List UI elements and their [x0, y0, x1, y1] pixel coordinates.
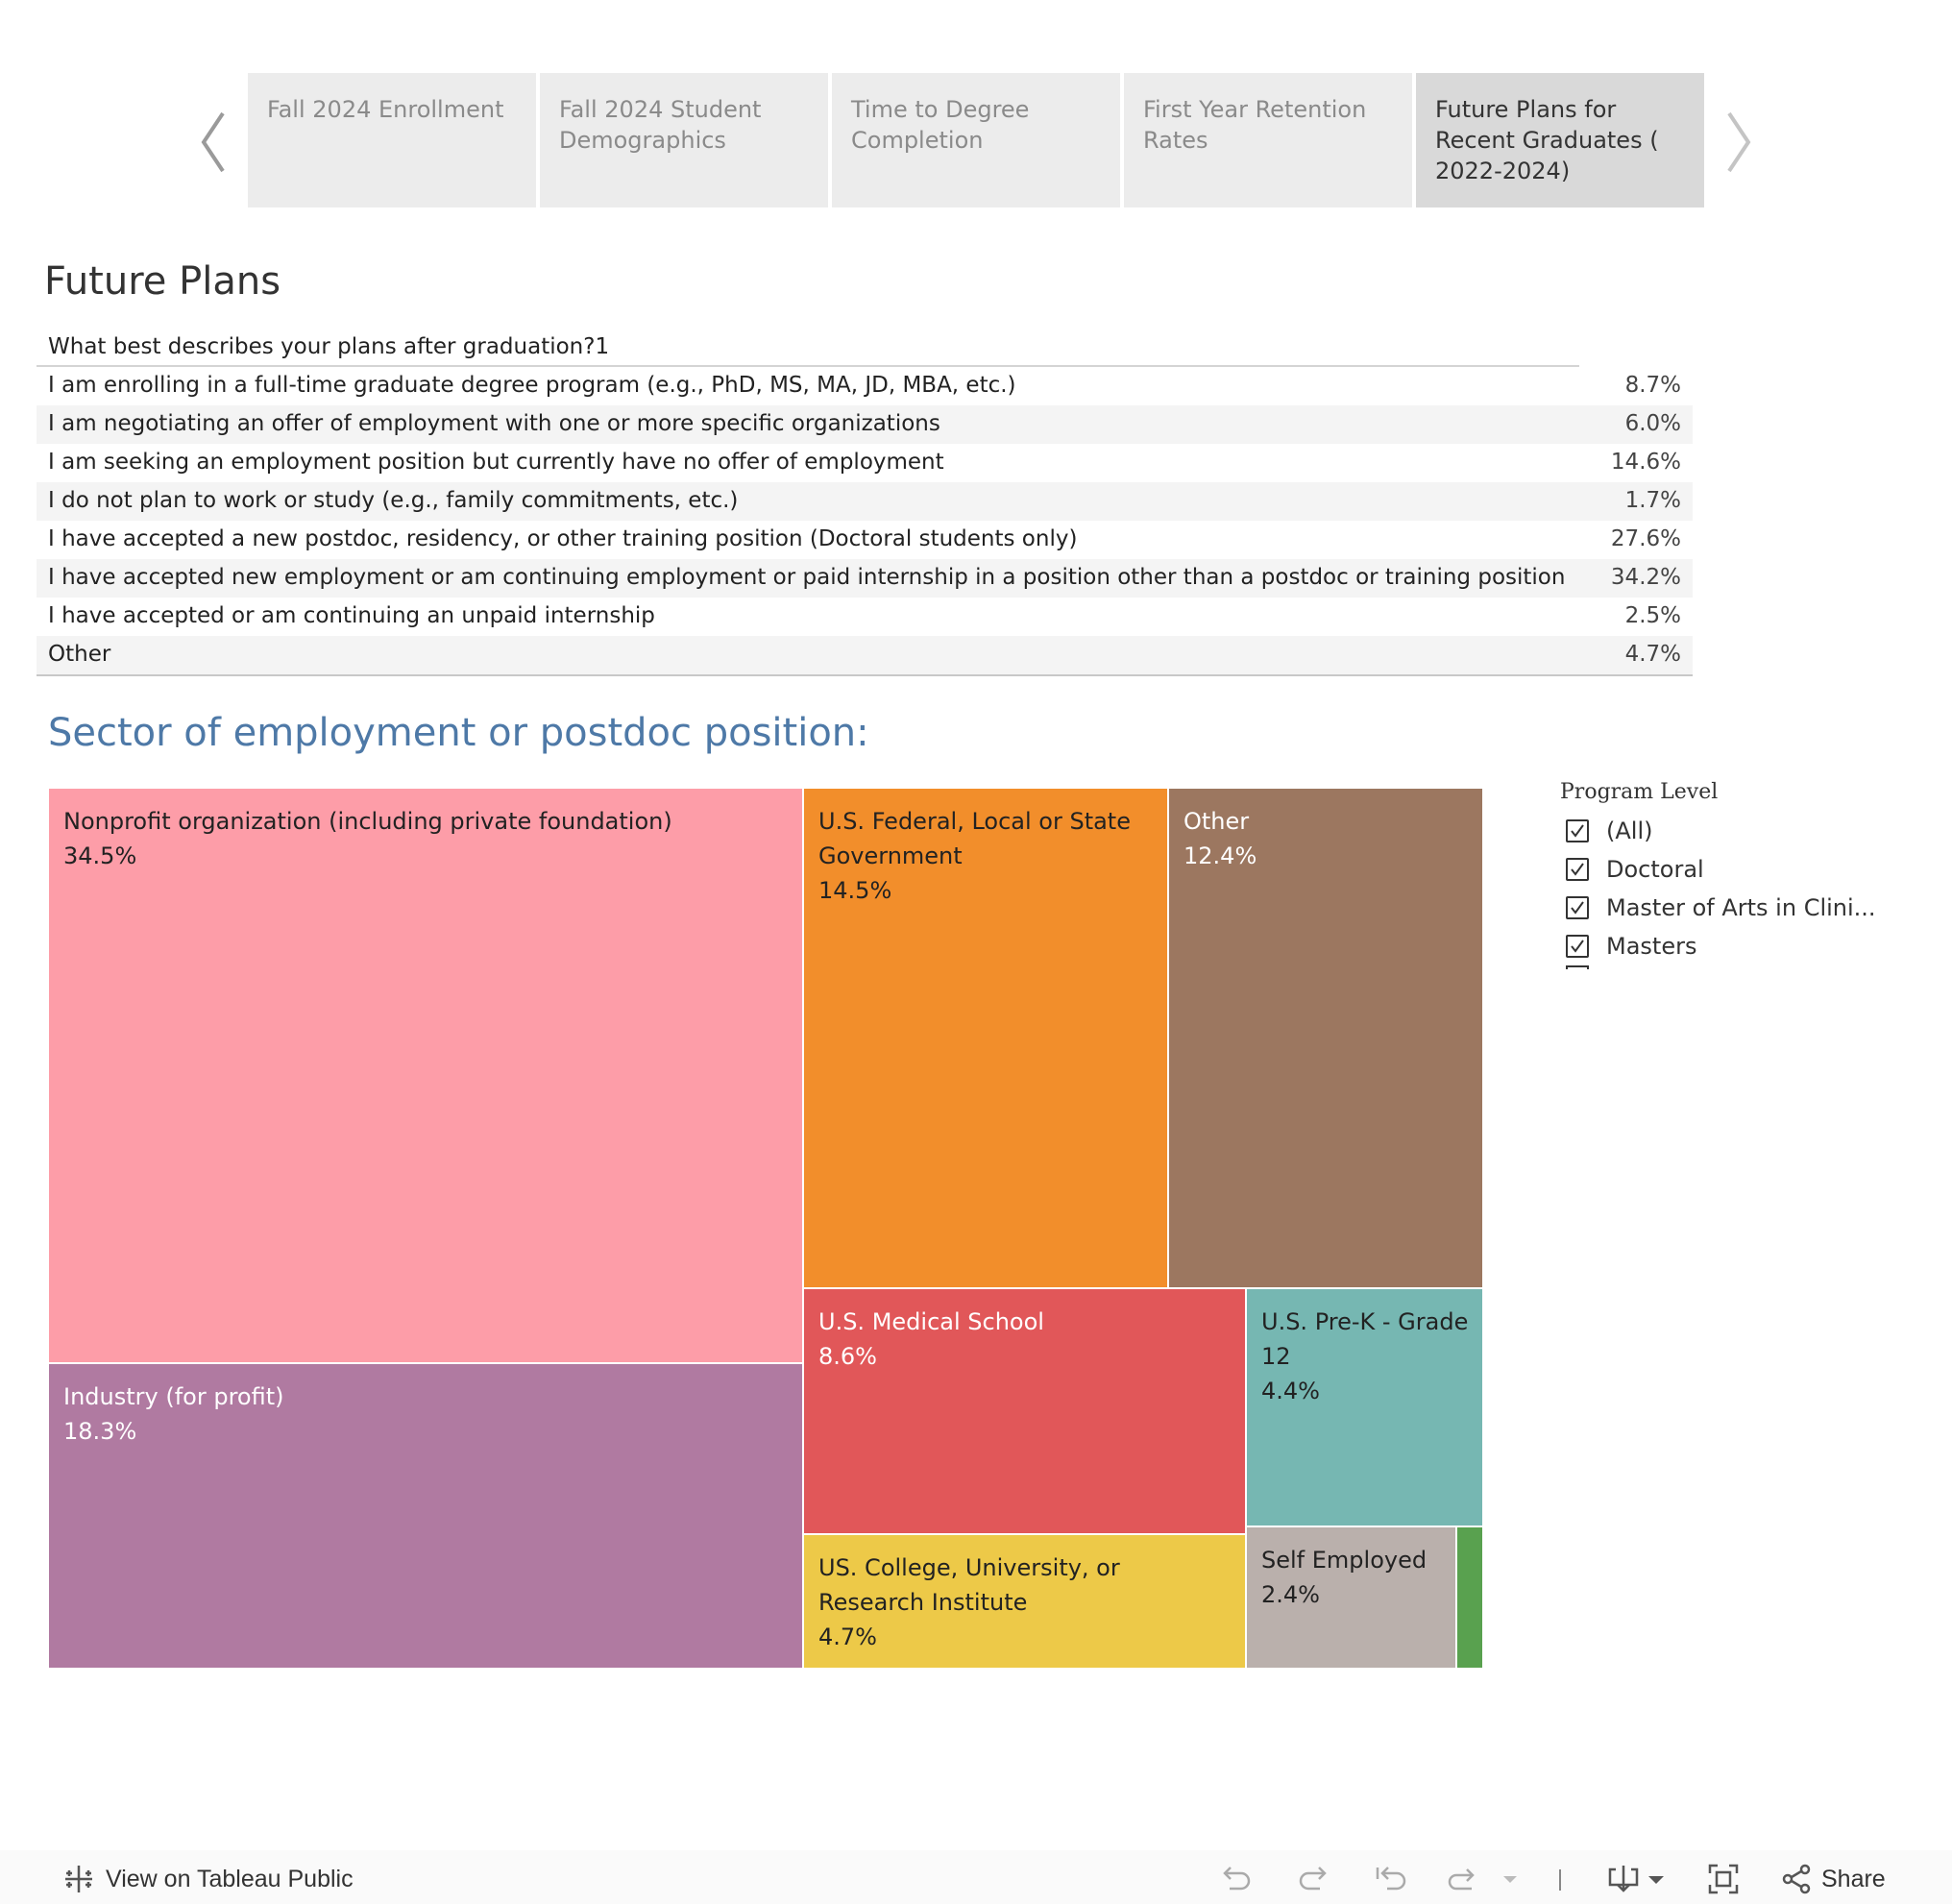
treemap-tile-industry[interactable]: Industry (for profit) 18.3% — [48, 1363, 803, 1669]
filter-option-label: Master of Arts in Clini... — [1606, 894, 1876, 921]
row-value: 1.7% — [1624, 488, 1681, 513]
filter-title: Program Level — [1560, 780, 1719, 804]
next-tab-button[interactable] — [1721, 104, 1756, 181]
filter-option-doctoral[interactable]: Doctoral — [1560, 848, 1877, 887]
filter-option-master-of-arts[interactable]: Master of Arts in Clini... — [1560, 887, 1877, 925]
fullscreen-icon[interactable] — [1706, 1862, 1741, 1894]
checkbox-checked-icon[interactable] — [1566, 819, 1589, 842]
treemap-tile-other[interactable]: Other 12.4% — [1168, 788, 1483, 1288]
sector-chart-title: Sector of employment or postdoc position… — [48, 711, 869, 755]
table-row[interactable]: I am seeking an employment position but … — [37, 444, 1693, 482]
row-label: I am seeking an employment position but … — [48, 450, 944, 475]
view-on-tableau-link[interactable]: View on Tableau Public — [106, 1866, 354, 1892]
download-icon[interactable] — [1606, 1862, 1641, 1892]
filter-scroll-cutoff — [1560, 964, 1877, 969]
table-row[interactable]: I am enrolling in a full-time graduate d… — [37, 367, 1693, 405]
treemap-tile-pre-k-12[interactable]: U.S. Pre-K - Grade 12 4.4% — [1246, 1288, 1483, 1526]
tab-first-year-retention-rates[interactable]: First Year Retention Rates — [1124, 73, 1412, 207]
treemap-tile-nonprofit[interactable]: Nonprofit organization (including privat… — [48, 788, 803, 1363]
undo-icon[interactable] — [1218, 1862, 1253, 1892]
tile-label: US. College, University, or Research Ins… — [818, 1554, 1120, 1616]
treemap-tile-medical-school[interactable]: U.S. Medical School 8.6% — [803, 1288, 1246, 1534]
table-row[interactable]: I am negotiating an offer of employment … — [37, 405, 1693, 444]
tab-future-plans[interactable]: Future Plans for Recent Graduates ( 2022… — [1416, 73, 1704, 207]
tile-value: 18.3% — [63, 1418, 137, 1445]
row-label: I have accepted a new postdoc, residency… — [48, 526, 1078, 551]
tile-label: Industry (for profit) — [63, 1383, 284, 1410]
tableau-logo-icon[interactable] — [61, 1862, 96, 1892]
table-row[interactable]: I do not plan to work or study (e.g., fa… — [37, 482, 1693, 521]
table-row[interactable]: I have accepted new employment or am con… — [37, 559, 1693, 598]
page-title: Future Plans — [44, 259, 281, 304]
tile-value: 4.7% — [818, 1623, 877, 1650]
table-header: What best describes your plans after gra… — [37, 330, 1579, 367]
tile-label: U.S. Federal, Local or State Government — [818, 808, 1131, 869]
program-level-filter: Program Level (All) Doctoral Master of A… — [1560, 780, 1877, 969]
checkbox-checked-icon[interactable] — [1566, 935, 1589, 958]
treemap-tile-government[interactable]: U.S. Federal, Local or State Government 1… — [803, 788, 1168, 1288]
row-value: 4.7% — [1624, 642, 1681, 667]
toolbar-divider — [1558, 1862, 1562, 1892]
table-row[interactable]: I have accepted or am continuing an unpa… — [37, 598, 1693, 636]
row-value: 34.2% — [1610, 565, 1681, 590]
row-value: 8.7% — [1624, 373, 1681, 398]
table-row[interactable]: I have accepted a new postdoc, residency… — [37, 521, 1693, 559]
tile-value: 14.5% — [818, 877, 892, 904]
tab-fall-2024-student-demographics[interactable]: Fall 2024 Student Demographics — [540, 73, 828, 207]
treemap-tile-small-sector[interactable] — [1456, 1526, 1483, 1669]
redo-icon[interactable] — [1297, 1862, 1331, 1892]
filter-option-label: (All) — [1606, 818, 1653, 844]
refresh-icon[interactable] — [1443, 1862, 1481, 1892]
tile-label: Other — [1183, 808, 1250, 835]
chevron-right-icon — [1727, 111, 1751, 173]
filter-option-label: Doctoral — [1606, 856, 1704, 883]
share-button[interactable]: Share — [1821, 1866, 1886, 1892]
tile-value: 12.4% — [1183, 842, 1257, 869]
row-label: Other — [48, 642, 111, 667]
checkbox-checked-icon[interactable] — [1566, 896, 1589, 919]
row-label: I have accepted or am continuing an unpa… — [48, 603, 655, 628]
tile-value: 8.6% — [818, 1343, 877, 1370]
more-options-chevron-icon[interactable] — [1499, 1862, 1522, 1892]
tile-label: U.S. Medical School — [818, 1308, 1044, 1335]
previous-tab-button[interactable] — [196, 104, 231, 181]
tab-time-to-degree-completion[interactable]: Time to Degree Completion — [832, 73, 1120, 207]
download-chevron-icon[interactable] — [1645, 1862, 1668, 1892]
tile-label: Self Employed — [1261, 1547, 1427, 1574]
table-row[interactable]: Other 4.7% — [37, 636, 1693, 674]
tab-fall-2024-enrollment[interactable]: Fall 2024 Enrollment — [248, 73, 536, 207]
bottom-toolbar: View on Tableau Public Share — [0, 1850, 1952, 1904]
filter-option-label: Masters — [1606, 933, 1697, 960]
revert-icon[interactable] — [1372, 1862, 1410, 1892]
row-value: 6.0% — [1624, 411, 1681, 436]
table-header-label: What best describes your plans after gra… — [48, 334, 610, 359]
table-bottom-rule — [37, 674, 1693, 676]
row-value: 14.6% — [1610, 450, 1681, 475]
filter-option-all[interactable]: (All) — [1560, 810, 1877, 848]
plans-table: What best describes your plans after gra… — [37, 330, 1693, 676]
checkbox-checked-icon[interactable] — [1566, 858, 1589, 881]
filter-option-masters[interactable]: Masters — [1560, 925, 1877, 964]
tile-label: Nonprofit organization (including privat… — [63, 808, 672, 835]
row-value: 27.6% — [1610, 526, 1681, 551]
share-icon[interactable] — [1779, 1862, 1814, 1894]
chevron-left-icon — [201, 111, 225, 173]
tile-value: 2.4% — [1261, 1581, 1320, 1608]
sector-treemap: Nonprofit organization (including privat… — [48, 788, 1483, 1669]
tile-value: 34.5% — [63, 842, 137, 869]
row-value: 2.5% — [1624, 603, 1681, 628]
treemap-tile-self-employed[interactable]: Self Employed 2.4% — [1246, 1526, 1456, 1669]
row-label: I am enrolling in a full-time graduate d… — [48, 373, 1016, 398]
treemap-tile-college-university[interactable]: US. College, University, or Research Ins… — [803, 1534, 1246, 1669]
row-label: I am negotiating an offer of employment … — [48, 411, 940, 436]
tile-value: 4.4% — [1261, 1378, 1320, 1404]
row-label: I do not plan to work or study (e.g., fa… — [48, 488, 739, 513]
tile-label: U.S. Pre-K - Grade 12 — [1261, 1308, 1469, 1370]
row-label: I have accepted new employment or am con… — [48, 565, 1566, 590]
